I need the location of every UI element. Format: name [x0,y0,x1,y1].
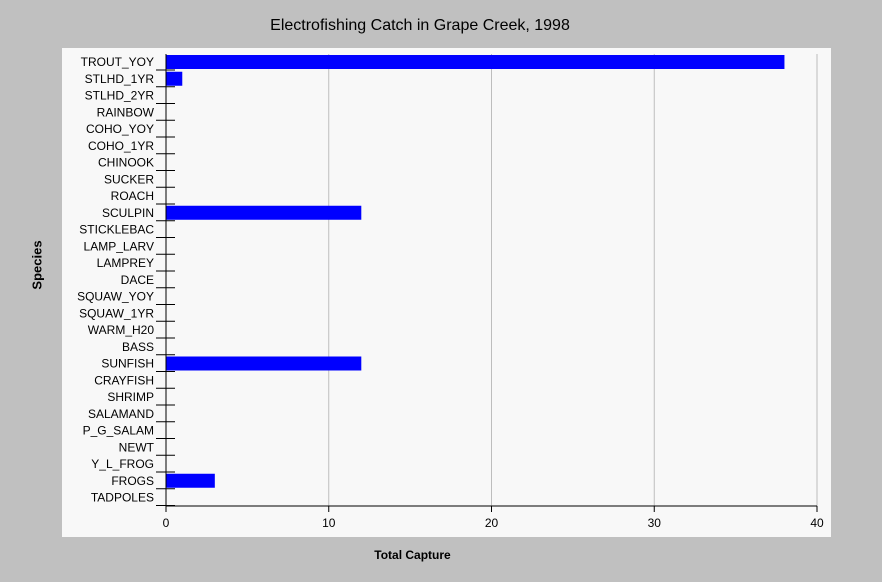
x-tick-label: 10 [322,516,336,530]
category-label: SALAMAND [88,407,154,421]
category-label: COHO_1YR [88,139,154,153]
category-label: TADPOLES [91,491,154,505]
bar-frogs [166,473,215,488]
category-label: DACE [121,273,154,287]
bar-trout_yoy [166,55,785,69]
category-label: SUCKER [104,172,154,186]
grid-lines [328,54,818,506]
category-label: COHO_YOY [86,122,154,136]
bar-stlhd_1yr [166,71,183,86]
category-label: LAMPREY [97,256,154,270]
category-label: WARM_H20 [88,323,155,337]
bar-sculpin [166,205,362,220]
category-label: BASS [122,340,154,354]
category-label: STLHD_1YR [85,72,155,86]
category-label: STICKLEBAC [79,223,154,237]
chart-title: Electrofishing Catch in Grape Creek, 199… [270,17,570,34]
category-label: CRAYFISH [94,373,154,387]
x-tick-labels: 0 10 20 30 40 [163,516,824,530]
category-label: CHINOOK [98,156,154,170]
category-label: NEWT [119,440,155,454]
category-label: SCULPIN [102,206,154,220]
x-tick-label: 20 [485,516,499,530]
x-tick-label: 30 [648,516,662,530]
category-label: SQUAW_YOY [77,290,154,304]
category-label: SHRIMP [107,390,154,404]
category-label: STLHD_2YR [85,89,155,103]
axes [156,54,818,512]
category-label: RAINBOW [97,105,155,119]
bars [166,55,785,488]
category-label: LAMP_LARV [84,239,154,253]
plot-panel [62,48,831,537]
category-label: P_G_SALAM [83,424,154,438]
category-label: Y_L_FROG [91,457,154,471]
bar-sunfish [166,356,362,371]
category-label: ROACH [111,189,154,203]
x-tick-label: 0 [163,516,170,530]
x-axis-label: Total Capture [374,548,451,562]
x-tick-label: 40 [810,516,824,530]
category-label: FROGS [111,474,154,488]
category-labels: TROUT_YOY STLHD_1YR STLHD_2YR RAINBOW COHO_Y… [77,55,155,505]
category-label: SQUAW_1YR [79,306,154,320]
category-label: SUNFISH [101,357,154,371]
category-label: TROUT_YOY [81,55,154,69]
